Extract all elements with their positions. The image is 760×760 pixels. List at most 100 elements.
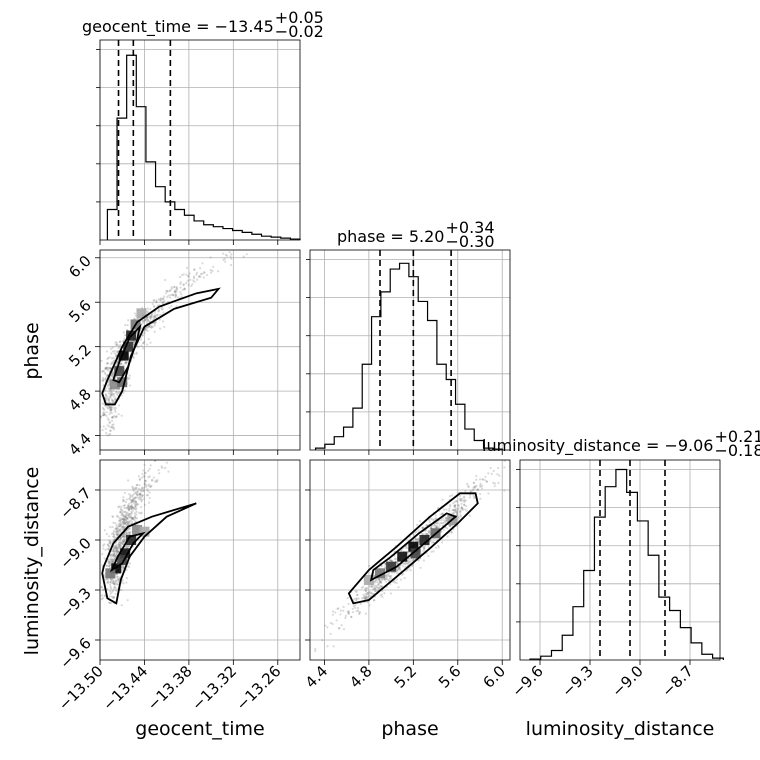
sample-point (134, 508, 137, 511)
sample-point (144, 485, 148, 488)
sample-point (436, 525, 439, 529)
sample-point (163, 299, 166, 302)
sample-point (398, 567, 401, 570)
sample-point (425, 532, 428, 535)
sample-point (112, 393, 116, 396)
sample-point (114, 547, 117, 550)
sample-point (390, 574, 393, 577)
sample-point (153, 305, 156, 308)
sample-point (406, 559, 409, 562)
sample-point (395, 569, 398, 572)
y-tick-label: 5.2 (65, 341, 95, 371)
sample-point (102, 589, 105, 592)
sample-point (364, 597, 368, 600)
sample-point (376, 586, 380, 589)
sample-point (374, 587, 377, 591)
sample-point (472, 489, 475, 492)
sample-point (150, 315, 153, 318)
sample-point (142, 319, 145, 322)
sample-point (101, 377, 104, 380)
sample-point (356, 606, 360, 610)
sample-point (139, 494, 142, 497)
sample-point (149, 341, 152, 344)
scatter-frame (99, 459, 301, 661)
sample-point (117, 505, 120, 508)
sample-point (120, 604, 123, 607)
sample-point (109, 432, 112, 436)
sample-point (117, 550, 120, 554)
sample-point (334, 611, 337, 614)
sample-point (118, 541, 121, 544)
sample-point (131, 521, 134, 524)
sample-point (123, 337, 126, 340)
sample-point (119, 537, 122, 540)
sample-point (102, 547, 105, 550)
sample-point (112, 596, 115, 599)
sample-point (461, 507, 464, 510)
sample-point (101, 379, 105, 382)
sample-point (448, 525, 452, 528)
sample-point (224, 253, 228, 256)
sample-point (117, 579, 120, 582)
density-cell (117, 555, 128, 565)
sample-point (112, 521, 115, 524)
sample-point (148, 324, 151, 328)
sample-point (145, 316, 149, 319)
sample-point (124, 324, 127, 327)
sample-point (104, 548, 107, 551)
sample-point (451, 508, 454, 512)
sample-point (102, 411, 106, 414)
sample-point (109, 409, 112, 412)
sample-point (130, 503, 133, 507)
sample-point (487, 472, 490, 475)
sample-point (485, 480, 488, 483)
sample-point (187, 274, 190, 278)
sample-point (452, 512, 455, 515)
sample-point (111, 426, 114, 429)
sample-point (364, 595, 367, 598)
sample-point (115, 550, 118, 553)
sample-point (380, 565, 383, 568)
sample-point (108, 595, 111, 598)
sample-point (290, 205, 292, 207)
sample-point (115, 552, 118, 555)
sample-point (133, 512, 136, 515)
sample-point (395, 578, 398, 581)
sample-point (224, 260, 227, 263)
sample-point (125, 520, 128, 523)
sample-point (211, 269, 214, 273)
sample-point (147, 319, 150, 322)
sample-point (433, 524, 436, 527)
sample-point (365, 587, 368, 590)
sample-point (125, 581, 128, 584)
sample-point (126, 518, 129, 521)
sample-point (149, 315, 153, 318)
sample-point (390, 576, 393, 580)
sample-point (472, 494, 475, 497)
sample-point (112, 548, 115, 551)
sample-point (114, 546, 117, 549)
sample-point (118, 529, 121, 532)
y-tick-label: 4.4 (65, 430, 95, 460)
sample-point (107, 383, 110, 386)
sample-point (133, 518, 136, 521)
sample-point (147, 325, 150, 328)
sample-point (479, 485, 482, 488)
sample-point (403, 577, 406, 580)
sample-point (118, 340, 122, 343)
sample-point (116, 351, 119, 354)
sample-point (131, 485, 134, 488)
sample-point (128, 507, 131, 511)
scatter-points (314, 460, 510, 653)
sample-point (107, 547, 110, 550)
sample-point (117, 545, 121, 548)
sample-point (434, 514, 437, 517)
sample-point (414, 537, 417, 540)
sample-point (466, 482, 469, 486)
sample-point (458, 510, 462, 513)
sample-point (124, 519, 127, 522)
sample-point (172, 428, 174, 430)
sample-point (427, 554, 430, 558)
sample-point (116, 578, 119, 581)
sample-point (175, 305, 178, 308)
